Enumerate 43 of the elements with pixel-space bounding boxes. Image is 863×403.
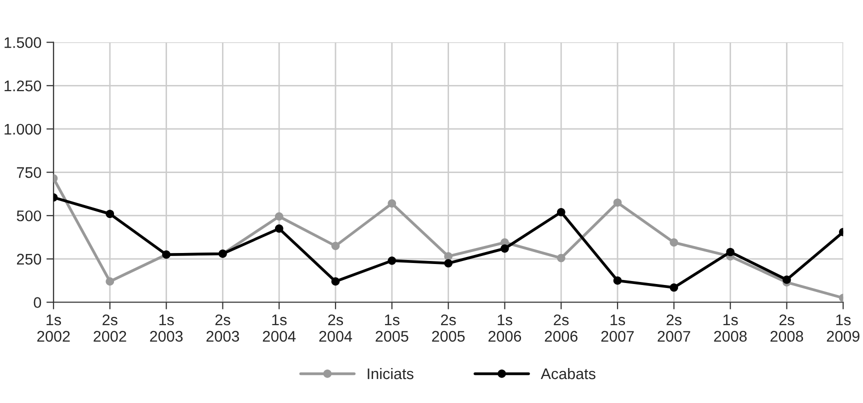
point: [444, 252, 452, 260]
x-tick-label: 2s 2008: [770, 314, 804, 342]
point: [556, 208, 566, 216]
x-tick-label: 1s 2008: [714, 314, 747, 342]
x-tick-label: 2s 2002: [94, 314, 126, 342]
y-tick-label: 0: [34, 297, 42, 308]
x-tick-label: 2s 2003: [206, 314, 240, 342]
point: [388, 199, 396, 208]
point: [274, 212, 284, 221]
point: [726, 248, 735, 256]
x-tick-label: 1s 2002: [37, 314, 70, 342]
x-tick-label: 2s 2006: [544, 314, 578, 342]
y-tick-label: 500: [16, 210, 42, 222]
point: [444, 259, 452, 268]
legend-label: Iniciats: [368, 368, 414, 380]
x-tick-label: 1s 2007: [601, 314, 634, 342]
point: [613, 198, 622, 207]
point: [670, 283, 678, 292]
y-tick-label: 1.500: [4, 37, 42, 48]
y-tick-label: 1.000: [4, 124, 42, 135]
point: [331, 242, 340, 250]
legend-label: Acabats: [540, 368, 596, 380]
y-tick-label: 1.250: [4, 80, 42, 92]
point: [274, 224, 284, 233]
x-tick-label: 2s 2005: [432, 314, 465, 342]
x-tick-label: 2s 2007: [658, 314, 690, 342]
point: [106, 210, 114, 218]
point: [106, 277, 114, 286]
point: [500, 244, 509, 253]
point: [670, 238, 678, 247]
x-tick-label: 1s 2006: [488, 314, 522, 342]
x-tick-label: 1s 2004: [262, 314, 296, 342]
point: [556, 254, 566, 262]
x-tick-label: 1s 2005: [376, 314, 408, 342]
x-tick-label: 1s 2009: [826, 314, 860, 342]
point: [782, 276, 791, 284]
y-tick-label: 750: [16, 167, 42, 178]
y-tick-label: 250: [16, 254, 42, 265]
x-tick-label: 2s 2004: [319, 314, 352, 342]
point: [331, 277, 340, 286]
point: [613, 276, 622, 285]
x-tick-label: 1s 2003: [150, 314, 183, 342]
point: [388, 256, 396, 265]
